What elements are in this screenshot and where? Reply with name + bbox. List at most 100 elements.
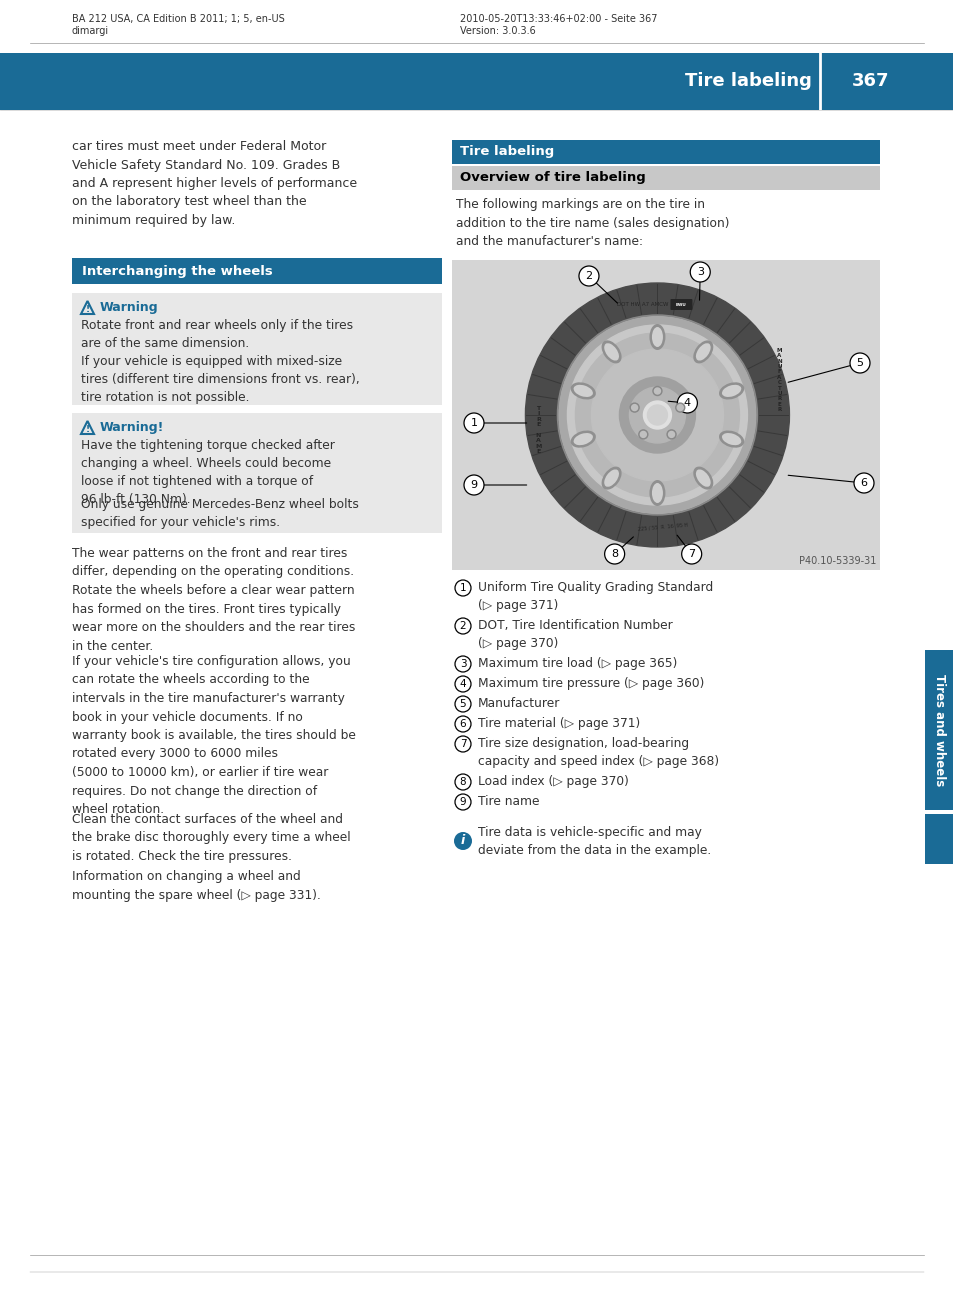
Text: 2010-05-20T13:33:46+02:00 - Seite 367: 2010-05-20T13:33:46+02:00 - Seite 367: [459, 14, 657, 25]
Ellipse shape: [603, 470, 618, 487]
Ellipse shape: [601, 467, 621, 489]
Circle shape: [853, 474, 873, 493]
Circle shape: [567, 325, 746, 505]
Text: Version: 3.0.3.6: Version: 3.0.3.6: [459, 26, 536, 36]
Text: Tires and wheels: Tires and wheels: [933, 674, 945, 787]
Text: 7: 7: [459, 739, 466, 749]
Circle shape: [681, 543, 701, 564]
Bar: [452, 260, 879, 569]
Circle shape: [558, 317, 755, 512]
Circle shape: [454, 832, 472, 850]
Ellipse shape: [721, 433, 740, 445]
Circle shape: [591, 349, 722, 481]
Text: Maximum tire pressure (▷ page 360): Maximum tire pressure (▷ page 360): [477, 677, 703, 690]
Circle shape: [629, 404, 639, 411]
Text: 3: 3: [459, 659, 466, 669]
Text: Uniform Tire Quality Grading Standard
(▷ page 371): Uniform Tire Quality Grading Standard (▷…: [477, 581, 713, 612]
Ellipse shape: [693, 340, 713, 364]
Bar: [924, 814, 953, 864]
Ellipse shape: [601, 340, 621, 364]
Text: 8: 8: [459, 776, 466, 787]
Text: Only use genuine Mercedes-Benz wheel bolts
specified for your vehicle's rims.: Only use genuine Mercedes-Benz wheel bol…: [81, 498, 358, 529]
Text: 6: 6: [860, 477, 866, 488]
Bar: [452, 140, 879, 164]
Text: Warning!: Warning!: [100, 421, 164, 433]
Text: Tire material (▷ page 371): Tire material (▷ page 371): [477, 717, 639, 730]
Bar: [0, 53, 953, 110]
Text: 2: 2: [459, 621, 466, 631]
Circle shape: [578, 267, 598, 286]
Circle shape: [455, 675, 471, 692]
Text: Clean the contact surfaces of the wheel and
the brake disc thoroughly every time: Clean the contact surfaces of the wheel …: [71, 813, 351, 863]
Bar: [71, 413, 441, 533]
Circle shape: [604, 543, 624, 564]
Text: The following markings are on the tire in
addition to the tire name (sales desig: The following markings are on the tire i…: [456, 198, 729, 248]
Ellipse shape: [651, 327, 662, 347]
Circle shape: [525, 283, 789, 547]
Ellipse shape: [649, 480, 665, 506]
Circle shape: [455, 580, 471, 597]
Text: If your vehicle is equipped with mixed-size
tires (different tire dimensions fro: If your vehicle is equipped with mixed-s…: [81, 355, 359, 404]
Ellipse shape: [693, 467, 713, 489]
Circle shape: [575, 333, 739, 497]
Ellipse shape: [603, 343, 618, 361]
Circle shape: [455, 774, 471, 791]
Circle shape: [652, 387, 661, 396]
Circle shape: [618, 377, 695, 453]
Circle shape: [629, 387, 684, 443]
Circle shape: [849, 353, 869, 373]
Bar: [924, 650, 953, 810]
Text: 367: 367: [851, 72, 889, 91]
Text: Manufacturer: Manufacturer: [477, 697, 559, 710]
Circle shape: [668, 431, 674, 437]
Ellipse shape: [719, 431, 743, 448]
Circle shape: [455, 696, 471, 712]
Bar: [71, 258, 441, 283]
Circle shape: [455, 795, 471, 810]
Circle shape: [463, 475, 483, 496]
Circle shape: [558, 317, 755, 512]
Text: Tire size designation, load-bearing
capacity and speed index (▷ page 368): Tire size designation, load-bearing capa…: [477, 738, 719, 769]
Text: i: i: [460, 835, 465, 848]
Text: dimargi: dimargi: [71, 26, 109, 36]
Text: 6: 6: [459, 719, 466, 729]
Ellipse shape: [570, 431, 596, 448]
Text: 9: 9: [470, 480, 477, 490]
Text: Interchanging the wheels: Interchanging the wheels: [82, 264, 273, 277]
Text: Tire labeling: Tire labeling: [459, 145, 554, 158]
Text: 9: 9: [459, 797, 466, 807]
Text: 1: 1: [470, 418, 477, 428]
Text: !: !: [86, 304, 90, 313]
Circle shape: [647, 405, 667, 424]
Circle shape: [455, 656, 471, 672]
Text: If your vehicle's tire configuration allows, you
can rotate the wheels according: If your vehicle's tire configuration all…: [71, 655, 355, 817]
FancyBboxPatch shape: [670, 299, 692, 311]
Text: Maximum tire load (▷ page 365): Maximum tire load (▷ page 365): [477, 657, 677, 670]
Circle shape: [639, 430, 647, 439]
Text: Warning: Warning: [100, 302, 158, 314]
Text: DOT, Tire Identification Number
(▷ page 370): DOT, Tire Identification Number (▷ page …: [477, 619, 672, 650]
Text: 2: 2: [585, 270, 592, 281]
Text: Load index (▷ page 370): Load index (▷ page 370): [477, 775, 628, 788]
Text: The wear patterns on the front and rear tires
differ, depending on the operating: The wear patterns on the front and rear …: [71, 547, 355, 652]
Text: 5: 5: [459, 699, 466, 709]
Ellipse shape: [573, 384, 593, 397]
Bar: [452, 166, 879, 190]
Ellipse shape: [695, 470, 710, 487]
Text: !: !: [86, 424, 90, 433]
Text: Rotate front and rear wheels only if the tires
are of the same dimension.: Rotate front and rear wheels only if the…: [81, 320, 353, 349]
Text: Overview of tire labeling: Overview of tire labeling: [459, 172, 645, 185]
Circle shape: [642, 401, 671, 430]
Text: T
I
R
E
 
N
A
M
E: T I R E N A M E: [535, 406, 541, 454]
Text: Tire data is vehicle-specific and may
deviate from the data in the example.: Tire data is vehicle-specific and may de…: [477, 826, 711, 857]
Text: Have the tightening torque checked after
changing a wheel. Wheels could become
l: Have the tightening torque checked after…: [81, 439, 335, 506]
Ellipse shape: [721, 384, 740, 397]
Text: Tire name: Tire name: [477, 795, 539, 807]
Text: DOT HW A7 AMCW: DOT HW A7 AMCW: [616, 303, 667, 308]
Text: 5: 5: [856, 358, 862, 367]
Ellipse shape: [695, 343, 710, 361]
Ellipse shape: [573, 433, 593, 445]
Text: Tire labeling: Tire labeling: [684, 72, 811, 91]
Circle shape: [631, 405, 637, 410]
Text: 4: 4: [459, 679, 466, 688]
